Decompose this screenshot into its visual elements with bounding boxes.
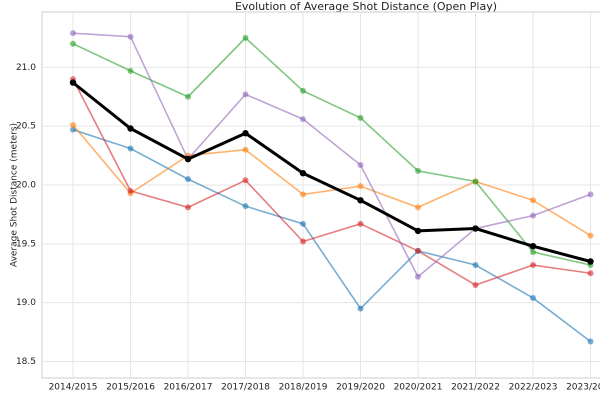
x-tick-label: 2015/2016 (106, 383, 155, 393)
series-line (72, 78, 591, 286)
point (242, 91, 249, 98)
point (415, 247, 421, 254)
point (357, 220, 364, 227)
point (414, 227, 422, 235)
point (127, 67, 134, 74)
point (242, 146, 249, 153)
point (185, 176, 191, 183)
point (300, 191, 306, 198)
point (472, 262, 479, 269)
point (587, 270, 594, 277)
point (530, 262, 536, 269)
point (185, 93, 191, 100)
x-tick-label: 2017/2018 (221, 383, 270, 393)
y-tick-label: 21.0 (16, 63, 36, 73)
point (185, 204, 191, 211)
point (300, 238, 306, 245)
series-line (72, 32, 591, 279)
y-tick-label: 20.0 (16, 180, 36, 190)
point (587, 338, 594, 345)
point (299, 170, 307, 177)
point (70, 121, 76, 128)
point (242, 177, 249, 184)
x-tick-label: 2020/2021 (394, 383, 443, 393)
y-axis-label: Average Shot Distance (meters) (10, 123, 20, 267)
point (300, 116, 306, 123)
point (127, 125, 134, 132)
x-tick-label: 2016/2017 (164, 383, 213, 393)
point (300, 87, 306, 94)
point (472, 225, 479, 232)
point (300, 220, 306, 227)
y-tick-label: 19.5 (16, 239, 36, 249)
point (357, 114, 364, 121)
series-line (72, 36, 591, 266)
point (415, 273, 421, 280)
chart-title: Evolution of Average Shot Distance (Open… (235, 0, 497, 13)
point (472, 178, 479, 185)
point (357, 183, 364, 190)
x-tick-label: 2023/2024 (566, 383, 600, 393)
point (127, 33, 134, 40)
y-tick-label: 20.5 (16, 122, 36, 132)
x-tick-label: 2018/2019 (279, 383, 328, 393)
point (127, 187, 134, 194)
x-tick-label: 2019/2020 (336, 383, 385, 393)
x-tick-label: 2021/2022 (451, 383, 500, 393)
point (587, 232, 594, 239)
series-line (72, 124, 591, 237)
x-tick-label: 2014/2015 (49, 383, 98, 393)
point (587, 258, 594, 265)
point (472, 282, 479, 289)
point (70, 40, 76, 47)
y-tick-label: 18.5 (16, 357, 36, 367)
point (242, 130, 249, 137)
point (70, 30, 76, 37)
x-tick-label: 2022/2023 (509, 383, 558, 393)
point (70, 126, 76, 133)
point (357, 197, 364, 204)
point (184, 155, 192, 163)
y-tick-label: 19.0 (16, 298, 36, 308)
point (415, 167, 421, 174)
point (357, 161, 364, 168)
point (530, 197, 536, 204)
point (530, 249, 536, 256)
point (587, 191, 594, 198)
series-line (72, 128, 591, 343)
point (530, 212, 536, 219)
point (242, 203, 249, 210)
series-line (72, 81, 591, 263)
point (529, 242, 537, 250)
point (127, 145, 134, 152)
point (357, 305, 364, 312)
point (69, 79, 77, 86)
point (242, 34, 249, 41)
point (415, 204, 421, 211)
point (530, 294, 536, 301)
